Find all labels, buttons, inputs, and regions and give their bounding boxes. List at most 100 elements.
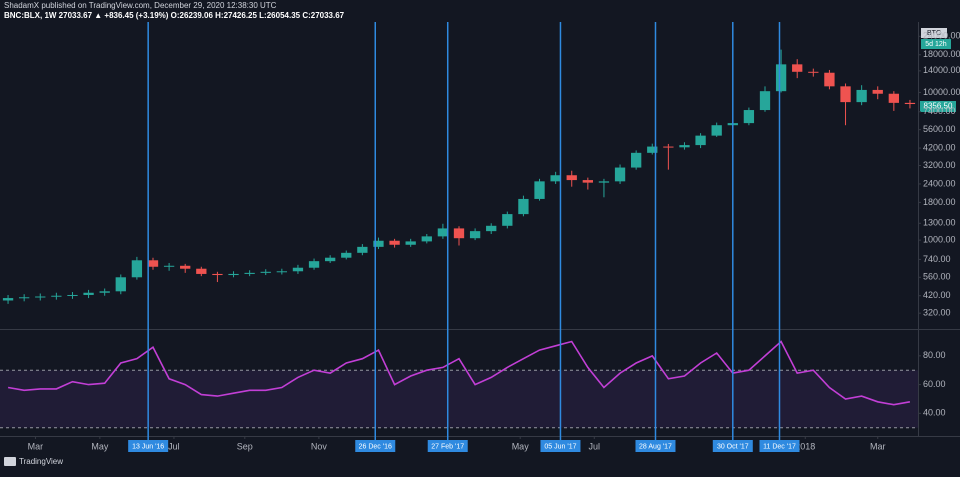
y-tick-label: 1300.00 bbox=[923, 218, 956, 228]
candle-body bbox=[631, 152, 642, 168]
countdown-tag bbox=[921, 39, 951, 49]
candle-body bbox=[534, 181, 545, 199]
marker-label-box bbox=[540, 440, 581, 452]
marker-label: 28 Aug '17 bbox=[639, 443, 672, 450]
marker-label: 13 Jun '16 bbox=[132, 443, 164, 450]
candle-body bbox=[711, 125, 722, 136]
x-tick-label: Nov bbox=[311, 441, 328, 451]
candle-body bbox=[679, 145, 690, 148]
candle-body bbox=[502, 214, 513, 226]
candle-body bbox=[212, 273, 223, 276]
candle-body bbox=[83, 292, 94, 295]
x-tick-label: Sep bbox=[237, 441, 253, 451]
x-tick-label: Mar bbox=[28, 441, 44, 451]
candle-body bbox=[67, 294, 78, 296]
y-tick-label: 2400.00 bbox=[923, 178, 956, 188]
marker-label-box bbox=[712, 440, 753, 452]
marker-label: 05 Jun '17 bbox=[544, 443, 576, 450]
candle-body bbox=[51, 295, 62, 297]
candle-body bbox=[2, 298, 14, 301]
candle-body bbox=[437, 228, 449, 237]
candle-body bbox=[840, 86, 851, 103]
y-tick-label: 740.00 bbox=[923, 254, 951, 264]
candle-body bbox=[260, 271, 271, 273]
y-tick-label: 4200.00 bbox=[923, 142, 956, 152]
candle-body bbox=[131, 260, 143, 278]
y-tick-label: 420.00 bbox=[923, 290, 951, 300]
marker-label-box bbox=[427, 440, 468, 452]
y-tick-label: 60.00 bbox=[923, 379, 946, 389]
y-tick-label: 10000.00 bbox=[923, 87, 960, 97]
y-tick-label: 1800.00 bbox=[923, 197, 956, 207]
candle-body bbox=[582, 180, 593, 183]
y-tick-label: 24000.00 bbox=[923, 31, 960, 41]
marker-label-box bbox=[128, 440, 169, 452]
countdown-tag-text: 5d 12h bbox=[925, 41, 947, 48]
y-tick-label: 1000.00 bbox=[923, 234, 956, 244]
candle-body bbox=[276, 271, 287, 273]
candle-body bbox=[292, 267, 304, 272]
y-tick-label: 80.00 bbox=[923, 350, 946, 360]
currency-tag bbox=[921, 28, 947, 38]
logo: TradingView bbox=[19, 457, 63, 466]
candle-body bbox=[180, 265, 191, 269]
last-price-tag bbox=[920, 101, 956, 112]
rsi-line bbox=[7, 340, 911, 406]
candle-body bbox=[888, 93, 899, 103]
level-band bbox=[0, 370, 918, 428]
marker-label: 26 Dec '16 bbox=[359, 443, 392, 450]
candle-body bbox=[486, 225, 497, 232]
x-tick-label: 2018 bbox=[795, 441, 815, 451]
x-tick-label: May bbox=[91, 441, 109, 451]
candle-body bbox=[743, 110, 755, 124]
candle-body bbox=[163, 265, 175, 267]
y-tick-label: 7400.00 bbox=[923, 106, 956, 116]
candle-body bbox=[904, 102, 916, 105]
candle-body bbox=[598, 181, 610, 183]
logo-icon bbox=[4, 457, 16, 466]
currency-tag-text: BTC bbox=[927, 30, 941, 37]
candle-body bbox=[566, 175, 577, 181]
candle-body bbox=[647, 146, 658, 153]
candle-body bbox=[228, 273, 239, 276]
y-tick-label: 3200.00 bbox=[923, 160, 956, 170]
y-tick-label: 40.00 bbox=[923, 408, 946, 418]
candle-body bbox=[19, 297, 30, 299]
candle-body bbox=[325, 257, 336, 262]
x-tick-label: May bbox=[512, 441, 530, 451]
candle-body bbox=[775, 64, 787, 92]
marker-label-box bbox=[635, 440, 676, 452]
candle-body bbox=[373, 240, 384, 247]
candle-body bbox=[357, 246, 368, 253]
marker-label: 11 Dec '17 bbox=[763, 443, 796, 450]
candle-body bbox=[341, 252, 352, 258]
candle-body bbox=[872, 89, 883, 94]
marker-label-box bbox=[355, 440, 396, 452]
candle-body bbox=[389, 240, 400, 245]
candle-body bbox=[695, 135, 706, 146]
last-price-text: 8356.50 bbox=[924, 102, 953, 111]
candle-body bbox=[808, 71, 819, 73]
candle-body bbox=[856, 89, 867, 103]
y-tick-label: 5600.00 bbox=[923, 124, 956, 134]
publisher: ShadamX published on TradingView.com, De… bbox=[4, 1, 277, 10]
y-tick-label: 320.00 bbox=[923, 308, 951, 318]
candle-body bbox=[115, 277, 126, 292]
candle-body bbox=[405, 241, 416, 245]
marker-label: 30 Oct '17 bbox=[717, 443, 749, 450]
x-tick-label: Jul bbox=[589, 441, 601, 451]
candle-body bbox=[196, 268, 207, 274]
y-tick-label: 560.00 bbox=[923, 272, 951, 282]
candle-body bbox=[792, 64, 803, 72]
y-tick-label: 18000.00 bbox=[923, 49, 960, 59]
candle-body bbox=[453, 228, 465, 239]
candle-body bbox=[469, 231, 481, 239]
marker-label: 27 Feb '17 bbox=[431, 443, 464, 450]
marker-label-box bbox=[759, 440, 800, 452]
y-tick-label: 14000.00 bbox=[923, 65, 960, 75]
candle-body bbox=[244, 272, 255, 274]
candle-body bbox=[663, 146, 674, 148]
symbol-line: BNC:BLX, 1W 27033.67 ▲ +836.45 (+3.19%) … bbox=[4, 11, 345, 20]
candle-body bbox=[308, 261, 320, 268]
